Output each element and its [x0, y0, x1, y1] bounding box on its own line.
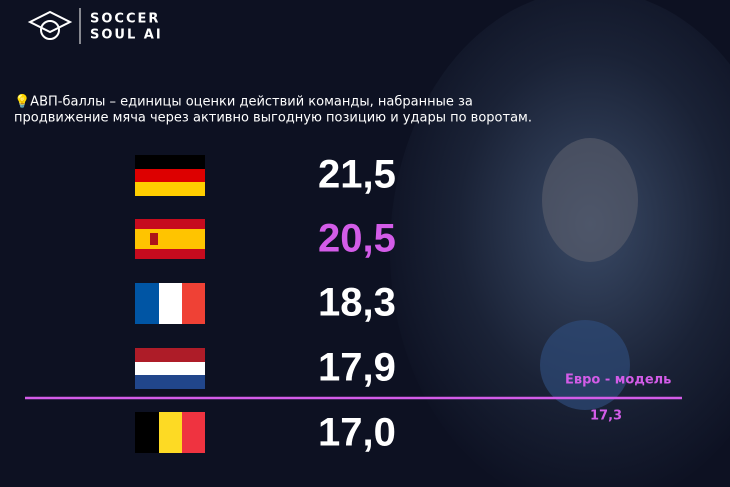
reference-value: 17,3	[590, 409, 622, 424]
logo-ball	[40, 20, 60, 40]
team-score: 20,5	[318, 217, 396, 261]
figure-ball	[540, 320, 630, 410]
figure-face	[542, 138, 638, 262]
note: 💡АВП-баллы – единицы оценки действий ком…	[14, 94, 473, 110]
logo: SOCCER SOUL AI	[27, 8, 163, 44]
flag-netherlands	[135, 348, 205, 389]
team-score: 21,5	[318, 153, 396, 197]
reference-label: Евро - модель	[565, 373, 671, 388]
team-score: 17,9	[318, 346, 396, 390]
logo-text: SOCCER	[90, 12, 160, 27]
flag-france	[135, 283, 205, 324]
flag-spain	[135, 219, 205, 259]
team-score: 17,0	[318, 411, 396, 455]
flag-belgium	[135, 412, 205, 453]
flag-germany	[135, 155, 205, 196]
note: продвижение мяча через активно выгодную …	[14, 111, 532, 126]
team-score: 18,3	[318, 281, 396, 325]
logo-icon	[27, 10, 73, 34]
logo-text: SOUL AI	[90, 28, 163, 43]
